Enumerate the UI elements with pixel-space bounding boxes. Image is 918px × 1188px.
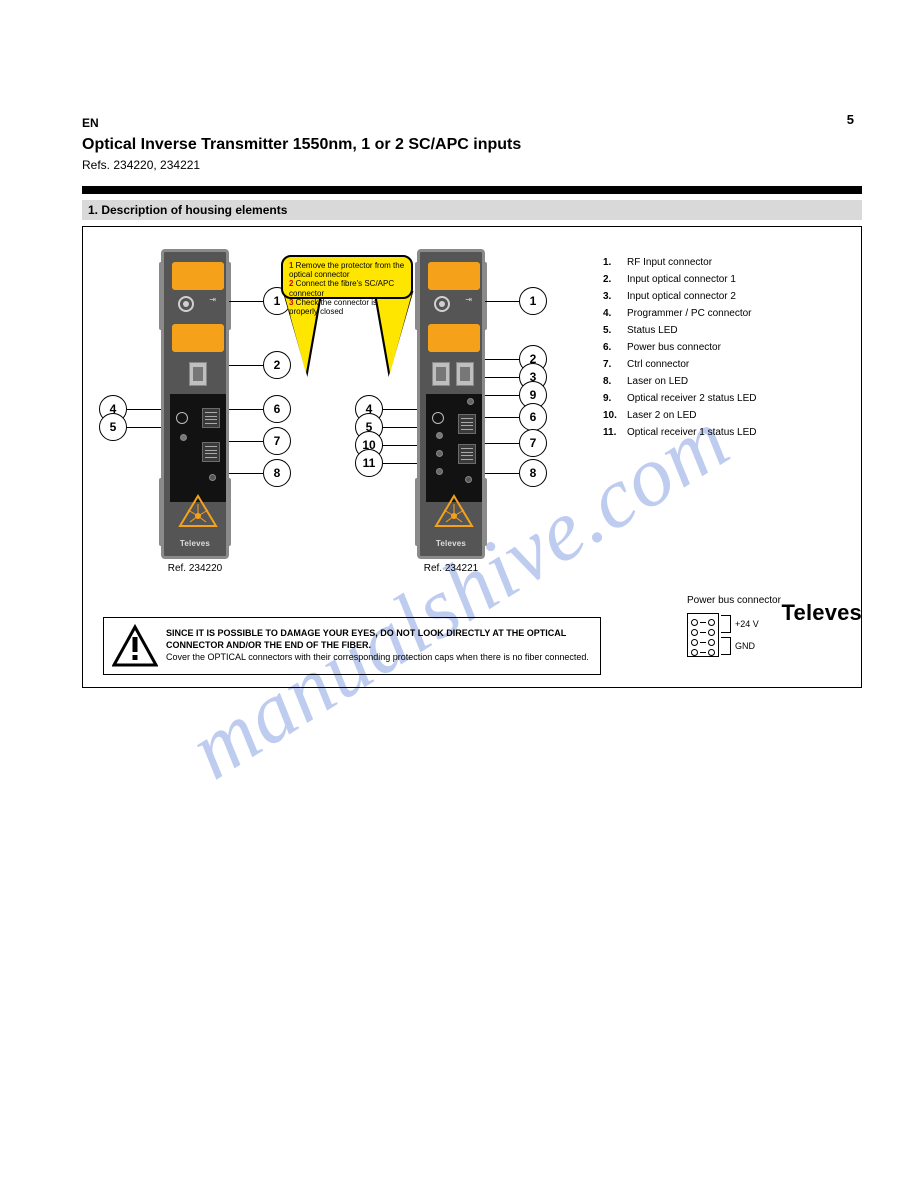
callout-6: 6 [519,403,547,431]
brand-footer: Televes [782,600,863,626]
laser2-on-led [436,450,443,457]
page-number: 5 [847,112,854,127]
rf-input-port [178,296,194,312]
power-bus-gnd: GND [735,641,755,651]
callout-lead [485,377,519,378]
rx2-status-led [467,398,474,405]
callout-lead [229,301,263,302]
callout-1: 1 [519,287,547,315]
laser-on-led [465,476,472,483]
legend-row: 10.Laser 2 on LED [603,408,847,423]
callout-lead [383,427,417,428]
safety-notice: SINCE IT IS POSSIBLE TO DAMAGE YOUR EYES… [103,617,601,675]
callout-lead [383,463,417,464]
status-led [180,434,187,441]
callout-8: 8 [263,459,291,487]
legend-row: 11.Optical receiver 1 status LED [603,425,847,440]
callout-11: 11 [355,449,383,477]
page-title: Optical Inverse Transmitter 1550nm, 1 or… [82,136,862,154]
laser-hazard-icon [434,494,474,528]
section-header: 1. Description of housing elements [82,200,862,220]
rf-arrow-icon: ⇥ [209,296,216,304]
callout-lead [127,409,161,410]
rf-arrow-icon: ⇥ [465,296,472,304]
legend-row: 3.Input optical connector 2 [603,289,847,304]
module-234220: ⇥ Televes [161,249,229,559]
optical-connector-2 [456,362,474,386]
callout-7: 7 [263,427,291,455]
laser-on-led [209,474,216,481]
power-bus-plug-icon [687,613,719,657]
rule [82,186,862,194]
document-page: 5 EN Optical Inverse Transmitter 1550nm,… [82,116,862,688]
legend-row: 5.Status LED [603,323,847,338]
callout-lead [485,395,519,396]
callout-lead [229,409,263,410]
callout-lead [383,409,417,410]
callout-lead [485,417,519,418]
callout-lead [229,473,263,474]
callout-lead [229,365,263,366]
module-cap-mid [428,324,480,352]
status-led [436,432,443,439]
laser-hazard-icon [178,494,218,528]
callout-lead [485,359,519,360]
callout-lead [485,443,519,444]
callout-lead [127,427,161,428]
ctrl-connector [202,442,220,462]
module-ref-label: Ref. 234220 [161,563,229,574]
module-cap-top [428,262,480,290]
legend-row: 4.Programmer / PC connector [603,306,847,321]
rf-input-port [434,296,450,312]
notice-line-1: SINCE IT IS POSSIBLE TO DAMAGE YOUR EYES… [166,628,592,651]
callout-8: 8 [519,459,547,487]
rx1-status-led [436,468,443,475]
power-bus-connector [202,408,220,428]
power-bus-v24: +24 V [735,619,759,629]
legend-row: 6.Power bus connector [603,340,847,355]
module-brand: Televes [420,539,482,548]
optical-instruction-callout: 1 Remove the protector from the optical … [281,255,413,299]
callout-lead [485,301,519,302]
callout-lead [383,445,417,446]
legend-row: 2.Input optical connector 1 [603,272,847,287]
callout-lead [229,441,263,442]
legend-row: 9.Optical receiver 2 status LED [603,391,847,406]
callout-lead [485,473,519,474]
power-bus-connector [458,414,476,434]
callout-6: 6 [263,395,291,423]
refs-line: Refs. 234220, 234221 [82,158,862,172]
module-cap-mid [172,324,224,352]
callout-7: 7 [519,429,547,457]
callout-5: 5 [99,413,127,441]
module-ref-label: Ref. 234221 [417,563,485,574]
notice-line-2: Cover the OPTICAL connectors with their … [166,652,592,664]
ctrl-connector [458,444,476,464]
module-brand: Televes [164,539,226,548]
diagram-frame: ⇥ Televes Ref. 234220 [82,226,862,688]
programmer-connector [432,412,444,424]
legend-row: 1.RF Input connector [603,255,847,270]
legend-list: 1.RF Input connector 2.Input optical conn… [603,255,847,442]
power-bus-label: Power bus connector [687,595,781,606]
language-code: EN [82,116,862,130]
module-234221: ⇥ Televe [417,249,485,559]
optical-connector-1 [432,362,450,386]
module-cap-top [172,262,224,290]
legend-row: 7.Ctrl connector [603,357,847,372]
warning-icon [112,623,158,669]
optical-connector-1 [189,362,207,386]
legend-row: 8.Laser on LED [603,374,847,389]
programmer-connector [176,412,188,424]
